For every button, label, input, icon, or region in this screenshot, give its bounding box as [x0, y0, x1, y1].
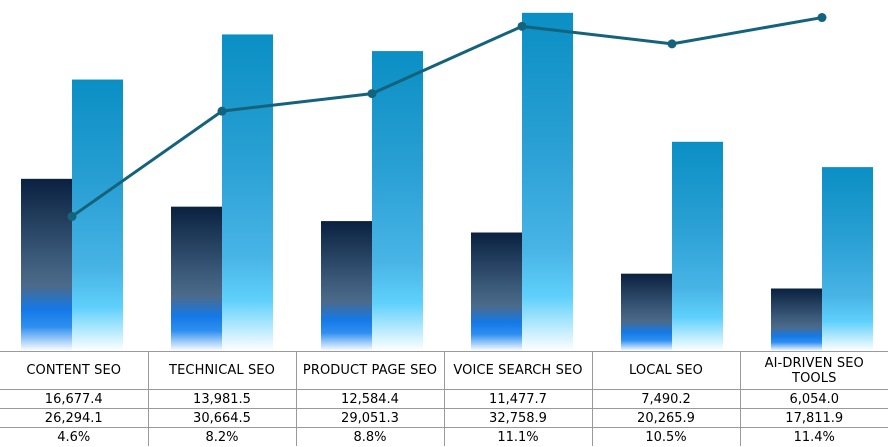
- table-cell: 11.1%: [443, 427, 593, 446]
- line-series3: [71, 16, 823, 218]
- bar-series2-3: [522, 12, 573, 352]
- bar-series1-3: [471, 232, 522, 351]
- line-point-3: [517, 21, 527, 31]
- table-row: 26,294.1 30,664.5 29,051.3 32,758.9 20,2…: [0, 408, 888, 428]
- line-point-5: [817, 13, 827, 23]
- table-header-cell: CONTENT SEO: [0, 351, 149, 390]
- table-cell: 32,758.9: [443, 408, 593, 428]
- table-cell: 11.4%: [739, 427, 888, 446]
- table-header-cell: TECHNICAL SEO: [147, 351, 297, 390]
- chart-plot-area: [21, 12, 873, 352]
- table-cell: 26,294.1: [0, 408, 149, 428]
- table-row: 16,677.4 13,981.5 12,584.4 11,477.7 7,49…: [0, 389, 888, 409]
- bar-series1-5: [771, 288, 822, 351]
- data-table: CONTENT SEO TECHNICAL SEO PRODUCT PAGE S…: [0, 351, 888, 446]
- bar-series1-2: [321, 221, 372, 351]
- table-cell: 10.5%: [591, 427, 741, 446]
- table-cell: 12,584.4: [295, 389, 445, 409]
- table-cell: 30,664.5: [147, 408, 297, 428]
- bar-series1-0: [21, 178, 72, 351]
- table-cell: 4.6%: [0, 427, 149, 446]
- table-header-cell: PRODUCT PAGE SEO: [295, 351, 445, 390]
- table-cell: 20,265.9: [591, 408, 741, 428]
- bar-series1-1: [171, 206, 222, 351]
- table-cell: 17,811.9: [739, 408, 888, 428]
- line-point-0: [67, 211, 77, 221]
- line-point-2: [367, 89, 377, 99]
- bar-series2-2: [372, 51, 423, 352]
- table-cell: 6,054.0: [739, 389, 888, 409]
- bar-series2-5: [822, 167, 873, 351]
- table-header-cell: AI-DRIVEN SEO TOOLS: [739, 351, 888, 390]
- line-point-4: [667, 39, 677, 49]
- bar-series2-1: [222, 34, 273, 351]
- bar-series1-4: [621, 273, 672, 351]
- bar-series2-0: [72, 79, 123, 351]
- table-header-cell: LOCAL SEO: [591, 351, 741, 390]
- table-cell: 7,490.2: [591, 389, 741, 409]
- bar-series2-4: [672, 141, 723, 351]
- table-cell: 29,051.3: [295, 408, 445, 428]
- table-cell: 16,677.4: [0, 389, 149, 409]
- line-point-1: [217, 106, 227, 116]
- table-cell: 8.8%: [295, 427, 445, 446]
- table-header-cell: VOICE SEARCH SEO: [443, 351, 593, 390]
- table-cell: 13,981.5: [147, 389, 297, 409]
- table-cell: 8.2%: [147, 427, 297, 446]
- table-header-row: CONTENT SEO TECHNICAL SEO PRODUCT PAGE S…: [0, 351, 888, 390]
- table-cell: 11,477.7: [443, 389, 593, 409]
- table-row: 4.6% 8.2% 8.8% 11.1% 10.5% 11.4%: [0, 427, 888, 446]
